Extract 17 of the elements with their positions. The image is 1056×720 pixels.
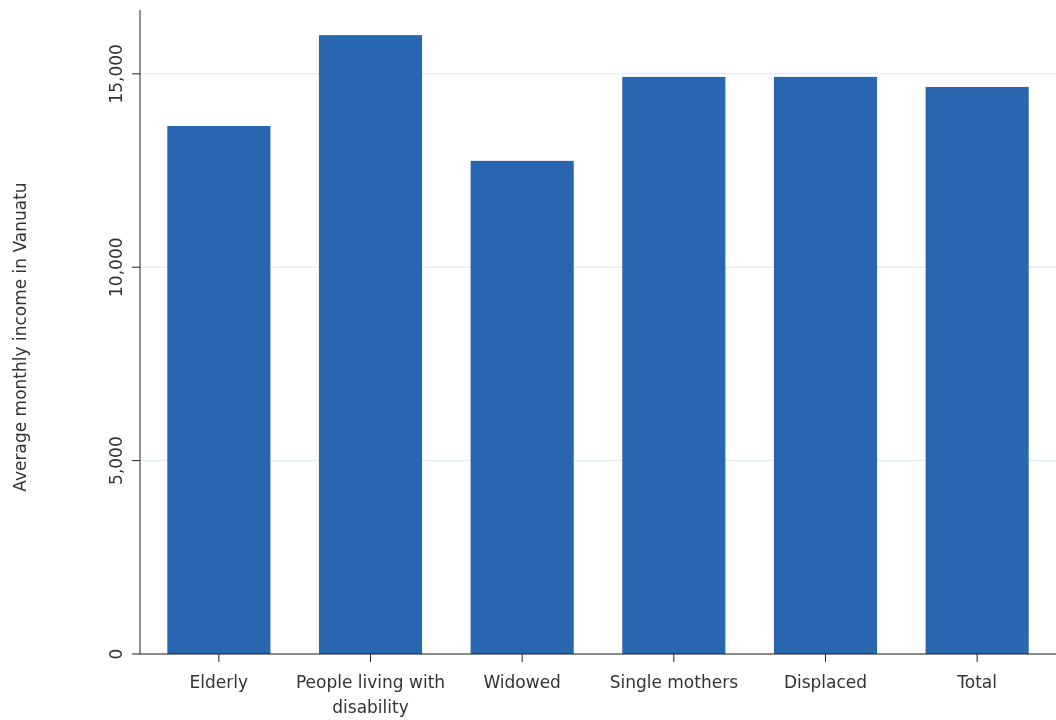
bar (925, 86, 1029, 654)
y-tick-label: 0 (106, 648, 126, 660)
bar (773, 76, 878, 654)
bar (622, 76, 726, 654)
x-tick-label: Elderly (189, 672, 249, 692)
bar (470, 160, 574, 654)
y-tick-label: 15,000 (106, 44, 126, 104)
x-tick-label: Displaced (783, 672, 868, 692)
x-tick-label: Single mothers (609, 672, 739, 692)
x-tick-label: Widowed (483, 672, 561, 692)
y-axis-title: Average monthly income in Vanuatu (10, 182, 30, 492)
x-tick-label: Total (956, 672, 997, 692)
bar (318, 35, 423, 654)
x-tick-label: People living with disability (295, 672, 446, 717)
bar (167, 126, 271, 654)
y-tick-label: 5,000 (106, 436, 126, 485)
y-tick-label: 10,000 (106, 237, 126, 297)
